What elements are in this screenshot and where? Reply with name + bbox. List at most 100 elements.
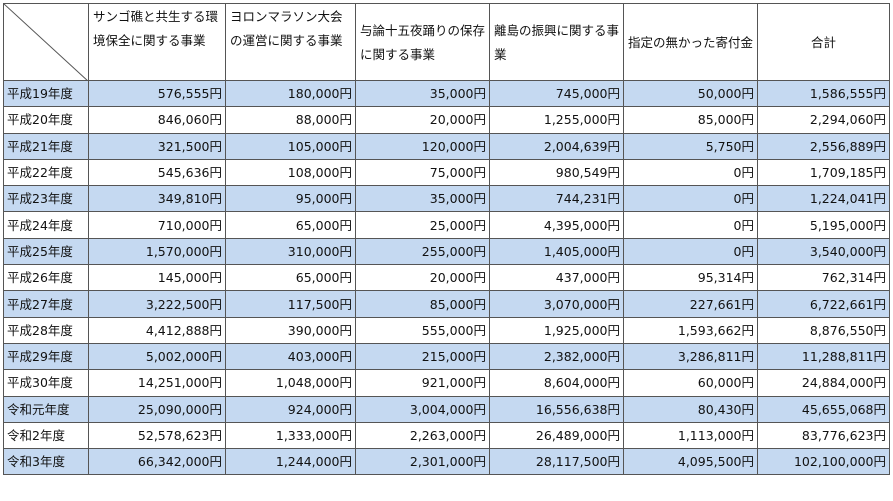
island-amount-cell: 437,000円 — [489, 264, 624, 292]
table-row: 平成29年度 5,002,000円 403,000円 215,000円 2,38… — [3, 342, 890, 371]
fiscal-year-cell: 平成28年度 — [3, 316, 89, 344]
marathon-amount-cell: 105,000円 — [225, 132, 356, 160]
total-amount-cell: 1,586,555円 — [757, 79, 890, 108]
fiscal-year-cell: 平成30年度 — [3, 369, 89, 397]
unspecified-amount-cell: 0円 — [623, 211, 758, 239]
unspecified-amount-cell: 0円 — [623, 158, 758, 187]
table-header: サンゴ礁と共生する環境保全に関する事業 ヨロンマラソン大会の運営に関する事業 与… — [3, 3, 890, 81]
header-coral-conservation: サンゴ礁と共生する環境保全に関する事業 — [88, 3, 226, 81]
coral-amount-cell: 321,500円 — [88, 132, 226, 160]
marathon-amount-cell: 108,000円 — [225, 158, 356, 187]
coral-amount-cell: 1,570,000円 — [88, 237, 226, 266]
coral-amount-cell: 349,810円 — [88, 185, 226, 213]
jugoya-amount-cell: 255,000円 — [355, 237, 490, 266]
jugoya-amount-cell: 35,000円 — [355, 79, 490, 108]
jugoya-amount-cell: 555,000円 — [355, 316, 490, 344]
total-amount-cell: 24,884,000円 — [757, 369, 890, 397]
total-amount-cell: 45,655,068円 — [757, 395, 890, 423]
fiscal-year-cell: 平成19年度 — [3, 79, 89, 108]
coral-amount-cell: 576,555円 — [88, 79, 226, 108]
marathon-amount-cell: 310,000円 — [225, 237, 356, 266]
marathon-amount-cell: 1,333,000円 — [225, 421, 356, 450]
coral-amount-cell: 846,060円 — [88, 106, 226, 134]
donation-table: サンゴ礁と共生する環境保全に関する事業 ヨロンマラソン大会の運営に関する事業 与… — [3, 3, 890, 476]
table-row: 平成27年度 3,222,500円 117,500円 85,000円 3,070… — [3, 290, 890, 318]
fiscal-year-cell: 平成21年度 — [3, 132, 89, 160]
marathon-amount-cell: 1,244,000円 — [225, 448, 356, 476]
header-row: サンゴ礁と共生する環境保全に関する事業 ヨロンマラソン大会の運営に関する事業 与… — [3, 3, 890, 81]
island-amount-cell: 28,117,500円 — [489, 448, 624, 476]
table-row: 平成23年度 349,810円 95,000円 35,000円 744,231円… — [3, 185, 890, 213]
header-corner-cell — [3, 3, 89, 81]
table-body: 平成19年度 576,555円 180,000円 35,000円 745,000… — [3, 79, 890, 476]
jugoya-amount-cell: 3,004,000円 — [355, 395, 490, 423]
unspecified-amount-cell: 4,095,500円 — [623, 448, 758, 476]
total-amount-cell: 1,709,185円 — [757, 158, 890, 187]
coral-amount-cell: 545,636円 — [88, 158, 226, 187]
diagonal-divider-icon — [4, 4, 88, 80]
table-row: 令和2年度 52,578,623円 1,333,000円 2,263,000円 … — [3, 421, 890, 450]
unspecified-amount-cell: 0円 — [623, 237, 758, 266]
coral-amount-cell: 5,002,000円 — [88, 342, 226, 371]
donation-table-container: サンゴ礁と共生する環境保全に関する事業 ヨロンマラソン大会の運営に関する事業 与… — [3, 3, 890, 476]
island-amount-cell: 1,925,000円 — [489, 316, 624, 344]
fiscal-year-cell: 平成27年度 — [3, 290, 89, 318]
table-row: 平成21年度 321,500円 105,000円 120,000円 2,004,… — [3, 132, 890, 160]
total-amount-cell: 2,556,889円 — [757, 132, 890, 160]
jugoya-amount-cell: 2,263,000円 — [355, 421, 490, 450]
marathon-amount-cell: 1,048,000円 — [225, 369, 356, 397]
island-amount-cell: 1,405,000円 — [489, 237, 624, 266]
coral-amount-cell: 14,251,000円 — [88, 369, 226, 397]
fiscal-year-cell: 令和2年度 — [3, 421, 89, 450]
coral-amount-cell: 145,000円 — [88, 264, 226, 292]
island-amount-cell: 3,070,000円 — [489, 290, 624, 318]
jugoya-amount-cell: 35,000円 — [355, 185, 490, 213]
table-row: 令和元年度 25,090,000円 924,000円 3,004,000円 16… — [3, 395, 890, 423]
total-amount-cell: 1,224,041円 — [757, 185, 890, 213]
unspecified-amount-cell: 0円 — [623, 185, 758, 213]
jugoya-amount-cell: 85,000円 — [355, 290, 490, 318]
island-amount-cell: 2,004,639円 — [489, 132, 624, 160]
fiscal-year-cell: 平成24年度 — [3, 211, 89, 239]
jugoya-amount-cell: 215,000円 — [355, 342, 490, 371]
header-jugoya-odori: 与論十五夜踊りの保存に関する事業 — [355, 3, 490, 81]
fiscal-year-cell: 平成23年度 — [3, 185, 89, 213]
total-amount-cell: 8,876,550円 — [757, 316, 890, 344]
total-amount-cell: 2,294,060円 — [757, 106, 890, 134]
table-row: 令和3年度 66,342,000円 1,244,000円 2,301,000円 … — [3, 448, 890, 476]
island-amount-cell: 980,549円 — [489, 158, 624, 187]
table-row: 平成28年度 4,412,888円 390,000円 555,000円 1,92… — [3, 316, 890, 344]
table-row: 平成22年度 545,636円 108,000円 75,000円 980,549… — [3, 158, 890, 187]
total-amount-cell: 102,100,000円 — [757, 448, 890, 476]
table-row: 平成30年度 14,251,000円 1,048,000円 921,000円 8… — [3, 369, 890, 397]
jugoya-amount-cell: 25,000円 — [355, 211, 490, 239]
island-amount-cell: 4,395,000円 — [489, 211, 624, 239]
island-amount-cell: 16,556,638円 — [489, 395, 624, 423]
unspecified-amount-cell: 1,113,000円 — [623, 421, 758, 450]
unspecified-amount-cell: 85,000円 — [623, 106, 758, 134]
marathon-amount-cell: 88,000円 — [225, 106, 356, 134]
jugoya-amount-cell: 2,301,000円 — [355, 448, 490, 476]
header-yoron-marathon: ヨロンマラソン大会の運営に関する事業 — [225, 3, 356, 81]
table-row: 平成24年度 710,000円 65,000円 25,000円 4,395,00… — [3, 211, 890, 239]
island-amount-cell: 1,255,000円 — [489, 106, 624, 134]
unspecified-amount-cell: 80,430円 — [623, 395, 758, 423]
unspecified-amount-cell: 3,286,811円 — [623, 342, 758, 371]
fiscal-year-cell: 平成25年度 — [3, 237, 89, 266]
unspecified-amount-cell: 50,000円 — [623, 79, 758, 108]
marathon-amount-cell: 95,000円 — [225, 185, 356, 213]
total-amount-cell: 762,314円 — [757, 264, 890, 292]
island-amount-cell: 8,604,000円 — [489, 369, 624, 397]
jugoya-amount-cell: 921,000円 — [355, 369, 490, 397]
marathon-amount-cell: 403,000円 — [225, 342, 356, 371]
marathon-amount-cell: 117,500円 — [225, 290, 356, 318]
marathon-amount-cell: 180,000円 — [225, 79, 356, 108]
total-amount-cell: 6,722,661円 — [757, 290, 890, 318]
total-amount-cell: 5,195,000円 — [757, 211, 890, 239]
fiscal-year-cell: 令和3年度 — [3, 448, 89, 476]
fiscal-year-cell: 平成20年度 — [3, 106, 89, 134]
marathon-amount-cell: 390,000円 — [225, 316, 356, 344]
coral-amount-cell: 3,222,500円 — [88, 290, 226, 318]
coral-amount-cell: 25,090,000円 — [88, 395, 226, 423]
coral-amount-cell: 66,342,000円 — [88, 448, 226, 476]
